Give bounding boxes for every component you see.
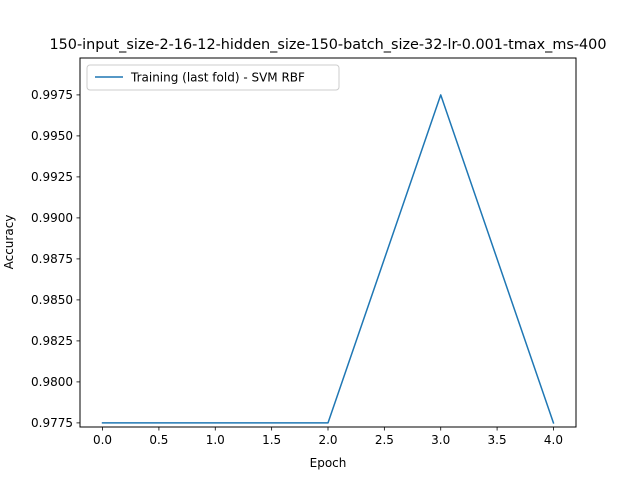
y-tick-label: 0.9975 (31, 88, 73, 102)
y-tick-label: 0.9850 (31, 293, 73, 307)
y-tick-label: 0.9775 (31, 416, 73, 430)
y-tick-label: 0.9825 (31, 334, 73, 348)
legend: Training (last fold) - SVM RBF (86, 64, 340, 91)
y-tick-label: 0.9900 (31, 211, 73, 225)
x-tick-label: 4.0 (544, 433, 563, 447)
legend-label: Training (last fold) - SVM RBF (130, 71, 305, 85)
y-axis-label: Accuracy (2, 215, 16, 270)
y-tick-label: 0.9950 (31, 129, 73, 143)
series-line (101, 94, 555, 424)
x-tick-label: 2.0 (318, 433, 337, 447)
x-tick-label: 2.5 (375, 433, 394, 447)
x-tick-label: 0.5 (149, 433, 168, 447)
x-tick-label: 3.5 (488, 433, 507, 447)
x-tick-label: 3.0 (431, 433, 450, 447)
series-layer (101, 94, 555, 424)
y-tick-label: 0.9800 (31, 375, 73, 389)
y-axis: 0.9775 0.9800 0.9825 0.9850 0.9875 0.9900 0.99… (31, 88, 80, 430)
legend-box (86, 64, 340, 91)
plot-area (80, 58, 576, 427)
x-tick-label: 0.0 (93, 433, 112, 447)
x-tick-label: 1.0 (206, 433, 225, 447)
plot-frame (79, 57, 577, 428)
chart-title: 150-input_size-2-16-12-hidden_size-150-b… (49, 37, 606, 53)
y-tick-label: 0.9875 (31, 252, 73, 266)
y-tick-label: 0.9925 (31, 170, 73, 184)
x-tick-label: 1.5 (262, 433, 281, 447)
x-axis-label: Epoch (310, 456, 347, 470)
x-axis: 0.0 0.5 1.0 1.5 2.0 2.5 3.0 3.5 4.0 (93, 427, 563, 447)
